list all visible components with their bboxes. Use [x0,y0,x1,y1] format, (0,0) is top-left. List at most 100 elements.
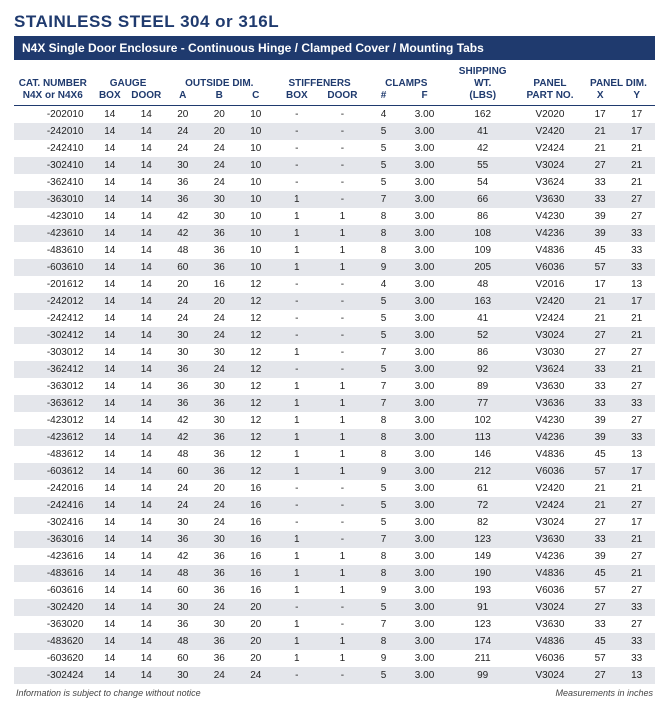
table-cell: - [274,497,320,514]
table-cell: 17 [582,276,618,293]
table-cell: -363612 [14,395,92,412]
table-cell: 8 [365,429,401,446]
col-sub: C [238,90,275,106]
table-cell: 36 [201,582,237,599]
table-cell: 1 [274,225,320,242]
table-cell: V2420 [518,123,582,140]
table-cell: 36 [165,361,201,378]
table-cell: V2424 [518,497,582,514]
table-cell: -362410 [14,174,92,191]
table-cell: 30 [165,327,201,344]
table-cell: 109 [447,242,518,259]
table-cell: 27 [618,344,655,361]
table-cell: V6036 [518,463,582,480]
table-cell: 1 [274,208,320,225]
table-cell: 14 [128,225,165,242]
table-cell: 14 [128,327,165,344]
table-cell: 1 [274,412,320,429]
table-cell: 27 [582,344,618,361]
table-cell: 57 [582,650,618,667]
table-cell: 1 [320,242,366,259]
table-cell: 7 [365,616,401,633]
table-cell: 108 [447,225,518,242]
table-cell: 86 [447,344,518,361]
table-cell: 14 [92,106,128,124]
table-cell: 1 [274,191,320,208]
table-cell: 30 [201,616,237,633]
table-cell: - [320,106,366,124]
table-cell: 7 [365,378,401,395]
table-cell: 3.00 [402,242,448,259]
table-cell: 14 [92,242,128,259]
table-cell: 27 [618,412,655,429]
table-cell: 27 [618,378,655,395]
table-cell: V3624 [518,174,582,191]
table-cell: 1 [274,429,320,446]
table-cell: -303012 [14,344,92,361]
table-cell: 1 [320,395,366,412]
table-cell: 33 [582,191,618,208]
col-sub: BOX [92,90,128,106]
table-cell: 27 [618,582,655,599]
table-cell: 14 [92,463,128,480]
table-cell: 12 [238,412,275,429]
table-cell: -302424 [14,667,92,684]
table-cell: 39 [582,225,618,242]
table-cell: 42 [447,140,518,157]
table-cell: 1 [320,412,366,429]
table-cell: -242016 [14,480,92,497]
table-cell: 14 [128,480,165,497]
table-cell: - [320,191,366,208]
table-cell: - [274,361,320,378]
table-cell: - [320,157,366,174]
table-cell: 13 [618,446,655,463]
table-row: -48361214144836121183.00146V48364513 [14,446,655,463]
table-cell: 21 [582,293,618,310]
table-cell: 36 [201,650,237,667]
table-cell: 3.00 [402,514,448,531]
table-cell: 14 [128,429,165,446]
table-row: -2420161414242016--53.0061V24202121 [14,480,655,497]
table-cell: 1 [320,446,366,463]
table-cell: V3024 [518,157,582,174]
table-cell: - [274,276,320,293]
table-cell: 48 [165,446,201,463]
table-cell: -423612 [14,429,92,446]
table-cell: 36 [201,633,237,650]
table-cell: V4236 [518,429,582,446]
col-group-outside: OUTSIDE DIM. [165,60,274,90]
table-cell: 1 [320,633,366,650]
table-cell: 10 [238,242,275,259]
table-cell: 8 [365,208,401,225]
table-row: -42361214144236121183.00113V42363933 [14,429,655,446]
table-cell: 27 [618,548,655,565]
table-cell: 24 [165,140,201,157]
table-cell: - [320,140,366,157]
table-cell: 3.00 [402,106,448,124]
table-cell: 55 [447,157,518,174]
table-cell: 14 [128,174,165,191]
table-cell: 14 [92,582,128,599]
table-row: -2420101414242010--53.0041V24202117 [14,123,655,140]
table-cell: 14 [92,140,128,157]
col-group-ship: SHIPPING WT. [447,60,518,90]
table-cell: 193 [447,582,518,599]
table-cell: 21 [618,361,655,378]
table-cell: 3.00 [402,429,448,446]
table-cell: 60 [165,463,201,480]
table-cell: -483612 [14,446,92,463]
table-row: -48362014144836201183.00174V48364533 [14,633,655,650]
table-cell: 36 [201,463,237,480]
table-cell: 27 [618,616,655,633]
table-cell: - [320,344,366,361]
table-cell: 14 [92,667,128,684]
table-cell: 16 [238,582,275,599]
table-cell: 3.00 [402,191,448,208]
table-cell: 1 [320,429,366,446]
table-cell: 86 [447,208,518,225]
table-cell: 14 [92,599,128,616]
table-cell: 30 [201,378,237,395]
table-cell: 24 [201,667,237,684]
table-cell: 9 [365,259,401,276]
table-cell: 7 [365,395,401,412]
